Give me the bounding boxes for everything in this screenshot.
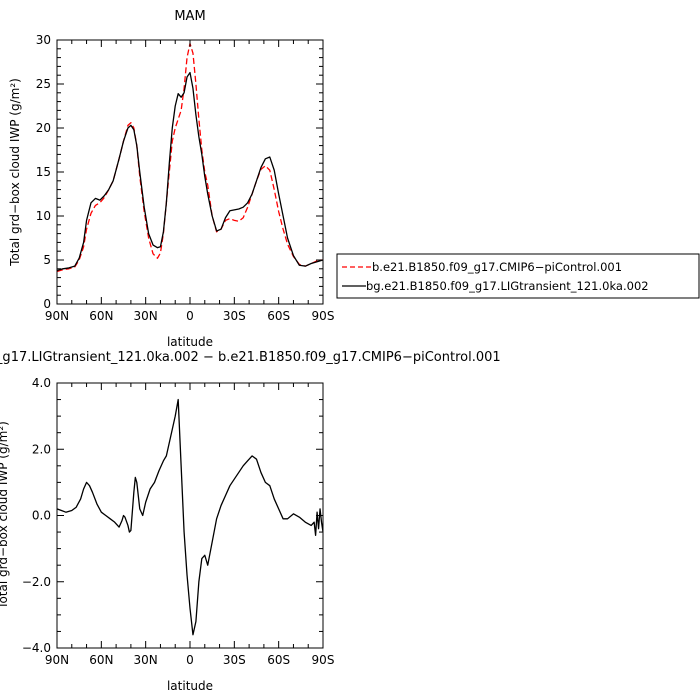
top-x-tick-label: 90N [45, 309, 69, 323]
top-y-tick-label: 25 [36, 77, 51, 91]
top-series-line-1 [57, 71, 323, 272]
top-y-axis-label: Total grd−box cloud IWP (g/m²) [8, 78, 22, 267]
bottom-y-tick-label: 4.0 [32, 376, 51, 390]
bottom-x-tick-label: 60S [267, 653, 290, 667]
bottom-y-tick-label: 0.0 [32, 509, 51, 523]
top-plot-frame [56, 39, 324, 305]
bottom-x-tick-label: 30N [134, 653, 158, 667]
legend: b.e21.B1850.f09_g17.CMIP6−piControl.001 … [336, 253, 700, 299]
top-y-tick-label: 5 [43, 253, 51, 267]
bottom-axes-ticks: 90N 60N 30N 0 30S 60S 90S 4.0 2.0 0.0 −2.0 −4.0 [22, 376, 335, 667]
top-y-tick-label: 0 [43, 297, 51, 311]
top-y-tick-label: 20 [36, 121, 51, 135]
bottom-plot-series [57, 398, 323, 636]
top-y-tick-label: 10 [36, 209, 51, 223]
top-x-tick-label: 30N [134, 309, 158, 323]
top-plot-series [57, 42, 323, 273]
bottom-x-axis-label: latitude [167, 679, 213, 693]
legend-label-control: b.e21.B1850.f09_g17.CMIP6−piControl.001 [372, 260, 622, 274]
bottom-x-tick-label: 30S [223, 653, 246, 667]
bottom-x-tick-label: 0 [186, 653, 194, 667]
top-x-axis-label: latitude [167, 335, 213, 349]
top-axes-ticks: 90N 60N 30N 0 30S 60S 90S 0 5 10 15 20 25 30 [36, 33, 335, 323]
bottom-y-tick-label: 2.0 [32, 442, 51, 456]
top-x-tick-label: 30S [223, 309, 246, 323]
bottom-x-tick-label: 60N [89, 653, 113, 667]
bottom-y-axis-label: Total grd−box cloud IWP (g/m²) [0, 421, 10, 610]
top-series-line-0 [57, 42, 323, 273]
legend-box [336, 253, 700, 299]
bottom-series-line-0 [57, 398, 323, 636]
bottom-panel: bg.e21.B1850.f09_g17.LIGtransient_121.0k… [0, 350, 501, 693]
bottom-y-tick-label: −2.0 [22, 575, 51, 589]
top-panel: MAM 90N 60N 30N 0 30S 60S 90S 0 5 10 15 20 25 30 lati… [8, 9, 334, 349]
bottom-chart-title: bg.e21.B1850.f09_g17.LIGtransient_121.0k… [0, 350, 501, 365]
top-chart-title: MAM [174, 9, 205, 24]
top-y-tick-label: 15 [36, 165, 51, 179]
bottom-y-tick-label: −4.0 [22, 641, 51, 655]
top-x-tick-label: 90S [312, 309, 335, 323]
top-y-tick-label: 30 [36, 33, 51, 47]
top-x-tick-label: 60S [267, 309, 290, 323]
top-x-tick-label: 0 [186, 309, 194, 323]
legend-label-lig: bg.e21.B1850.f09_g17.LIGtransient_121.0k… [366, 279, 649, 293]
bottom-x-tick-label: 90N [45, 653, 69, 667]
top-x-tick-label: 60N [89, 309, 113, 323]
bottom-x-tick-label: 90S [312, 653, 335, 667]
